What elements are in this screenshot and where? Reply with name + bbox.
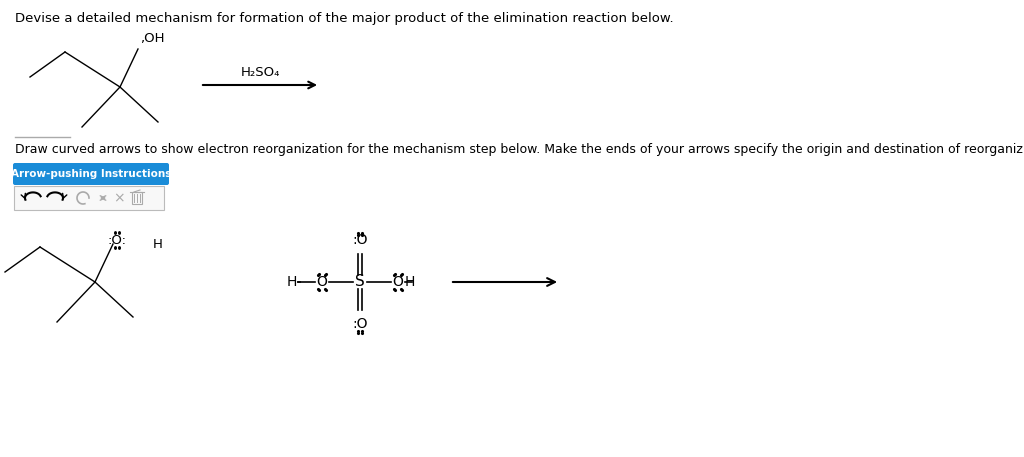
Text: :O: :O bbox=[352, 317, 368, 331]
Text: :O:: :O: bbox=[108, 234, 127, 246]
Text: ,OH: ,OH bbox=[140, 32, 165, 45]
Text: O: O bbox=[392, 275, 403, 289]
Text: ×: × bbox=[114, 191, 125, 205]
Text: H: H bbox=[287, 275, 297, 289]
Text: :O: :O bbox=[352, 233, 368, 247]
Text: Draw curved arrows to show electron reorganization for the mechanism step below.: Draw curved arrows to show electron reor… bbox=[15, 143, 1024, 156]
Text: S: S bbox=[355, 275, 365, 289]
FancyBboxPatch shape bbox=[14, 186, 164, 210]
Text: H: H bbox=[406, 275, 416, 289]
Text: Devise a detailed mechanism for formation of the major product of the eliminatio: Devise a detailed mechanism for formatio… bbox=[15, 12, 674, 25]
Text: H: H bbox=[153, 238, 163, 250]
Text: H₂SO₄: H₂SO₄ bbox=[241, 66, 280, 79]
Text: O: O bbox=[316, 275, 328, 289]
Text: Arrow-pushing Instructions: Arrow-pushing Instructions bbox=[11, 169, 171, 179]
FancyBboxPatch shape bbox=[13, 163, 169, 185]
